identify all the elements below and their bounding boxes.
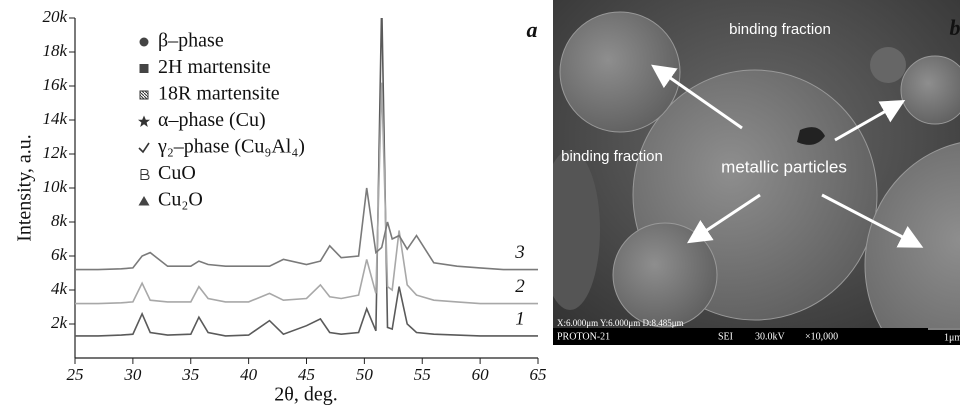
particle <box>612 222 718 328</box>
x-axis-label: 2θ, deg. <box>274 384 337 406</box>
y-tick-label: 8k <box>51 211 68 230</box>
info-text: ×10,000 <box>805 331 838 342</box>
x-tick-label: 50 <box>356 365 374 384</box>
x-tick-label: 35 <box>181 365 199 384</box>
particle <box>900 55 960 125</box>
x-tick-label: 65 <box>530 365 547 384</box>
y-tick-label: 16k <box>42 75 67 94</box>
sem-label: binding fraction <box>561 148 663 165</box>
legend-marker <box>139 37 149 47</box>
x-tick-label: 60 <box>472 365 490 384</box>
x-tick-label: 30 <box>123 365 142 384</box>
info-text: 30.0kV <box>755 331 786 342</box>
panel-label: b <box>950 15 960 40</box>
info-text: X:6.000μm Y:6.000μm D:8.485μm <box>557 318 684 328</box>
info-text: SEI <box>718 331 733 342</box>
info-text: 1μm <box>944 332 960 343</box>
legend-marker <box>138 142 150 154</box>
sem-label: binding fraction <box>729 21 831 38</box>
info-text: PROTON-21 <box>557 331 610 342</box>
legend-marker <box>139 64 149 73</box>
y-tick-label: 6k <box>51 245 68 264</box>
legend-label: γ₂–phase (Cu₉Al₄) <box>157 136 305 158</box>
y-tick-label: 12k <box>42 143 67 162</box>
legend-label: 18R martensite <box>158 83 280 105</box>
y-tick-label: 18k <box>42 41 67 60</box>
legend-label: β–phase <box>158 30 224 52</box>
series-line <box>75 18 538 337</box>
legend-marker <box>140 168 150 181</box>
info-bar <box>553 328 960 345</box>
y-tick-label: 10k <box>42 177 67 196</box>
panel-label: a <box>527 17 538 42</box>
arrow <box>834 100 906 142</box>
particle <box>553 150 600 310</box>
legend-label: α–phase (Cu) <box>158 109 266 131</box>
y-tick-label: 2k <box>51 313 68 332</box>
series-line <box>75 82 538 305</box>
x-tick-label: 55 <box>414 365 431 384</box>
y-tick-label: 20k <box>42 7 67 26</box>
x-tick-label: 40 <box>240 365 258 384</box>
arrow <box>651 64 743 130</box>
series-label: 1 <box>515 308 525 329</box>
y-tick-label: 14k <box>42 109 67 128</box>
legend-label: Cu₂O <box>158 189 203 211</box>
legend-marker <box>138 196 150 206</box>
xrd-chart: Intensity, a.u. 2θ, deg. a 2k4k6k8k10k12… <box>14 7 547 406</box>
series-line <box>75 187 538 271</box>
x-tick-label: 45 <box>298 365 315 384</box>
legend-label: 2H martensite <box>158 56 271 78</box>
micrograph: binding fraction binding fraction metall… <box>553 0 960 345</box>
y-axis-label: Intensity, a.u. <box>14 134 36 242</box>
arrow <box>821 193 924 248</box>
series-label: 3 <box>514 242 525 263</box>
particle <box>870 47 906 83</box>
particle <box>559 11 681 133</box>
legend-marker <box>138 115 150 127</box>
x-tick-label: 25 <box>67 365 84 384</box>
sem-label: metallic particles <box>721 157 847 176</box>
legend-label: CuO <box>158 162 196 184</box>
pore <box>797 127 825 145</box>
series-label: 2 <box>515 276 525 297</box>
arrow <box>686 193 761 244</box>
plot-area <box>75 18 538 337</box>
y-tick-label: 4k <box>51 279 68 298</box>
legend-marker <box>139 90 149 100</box>
